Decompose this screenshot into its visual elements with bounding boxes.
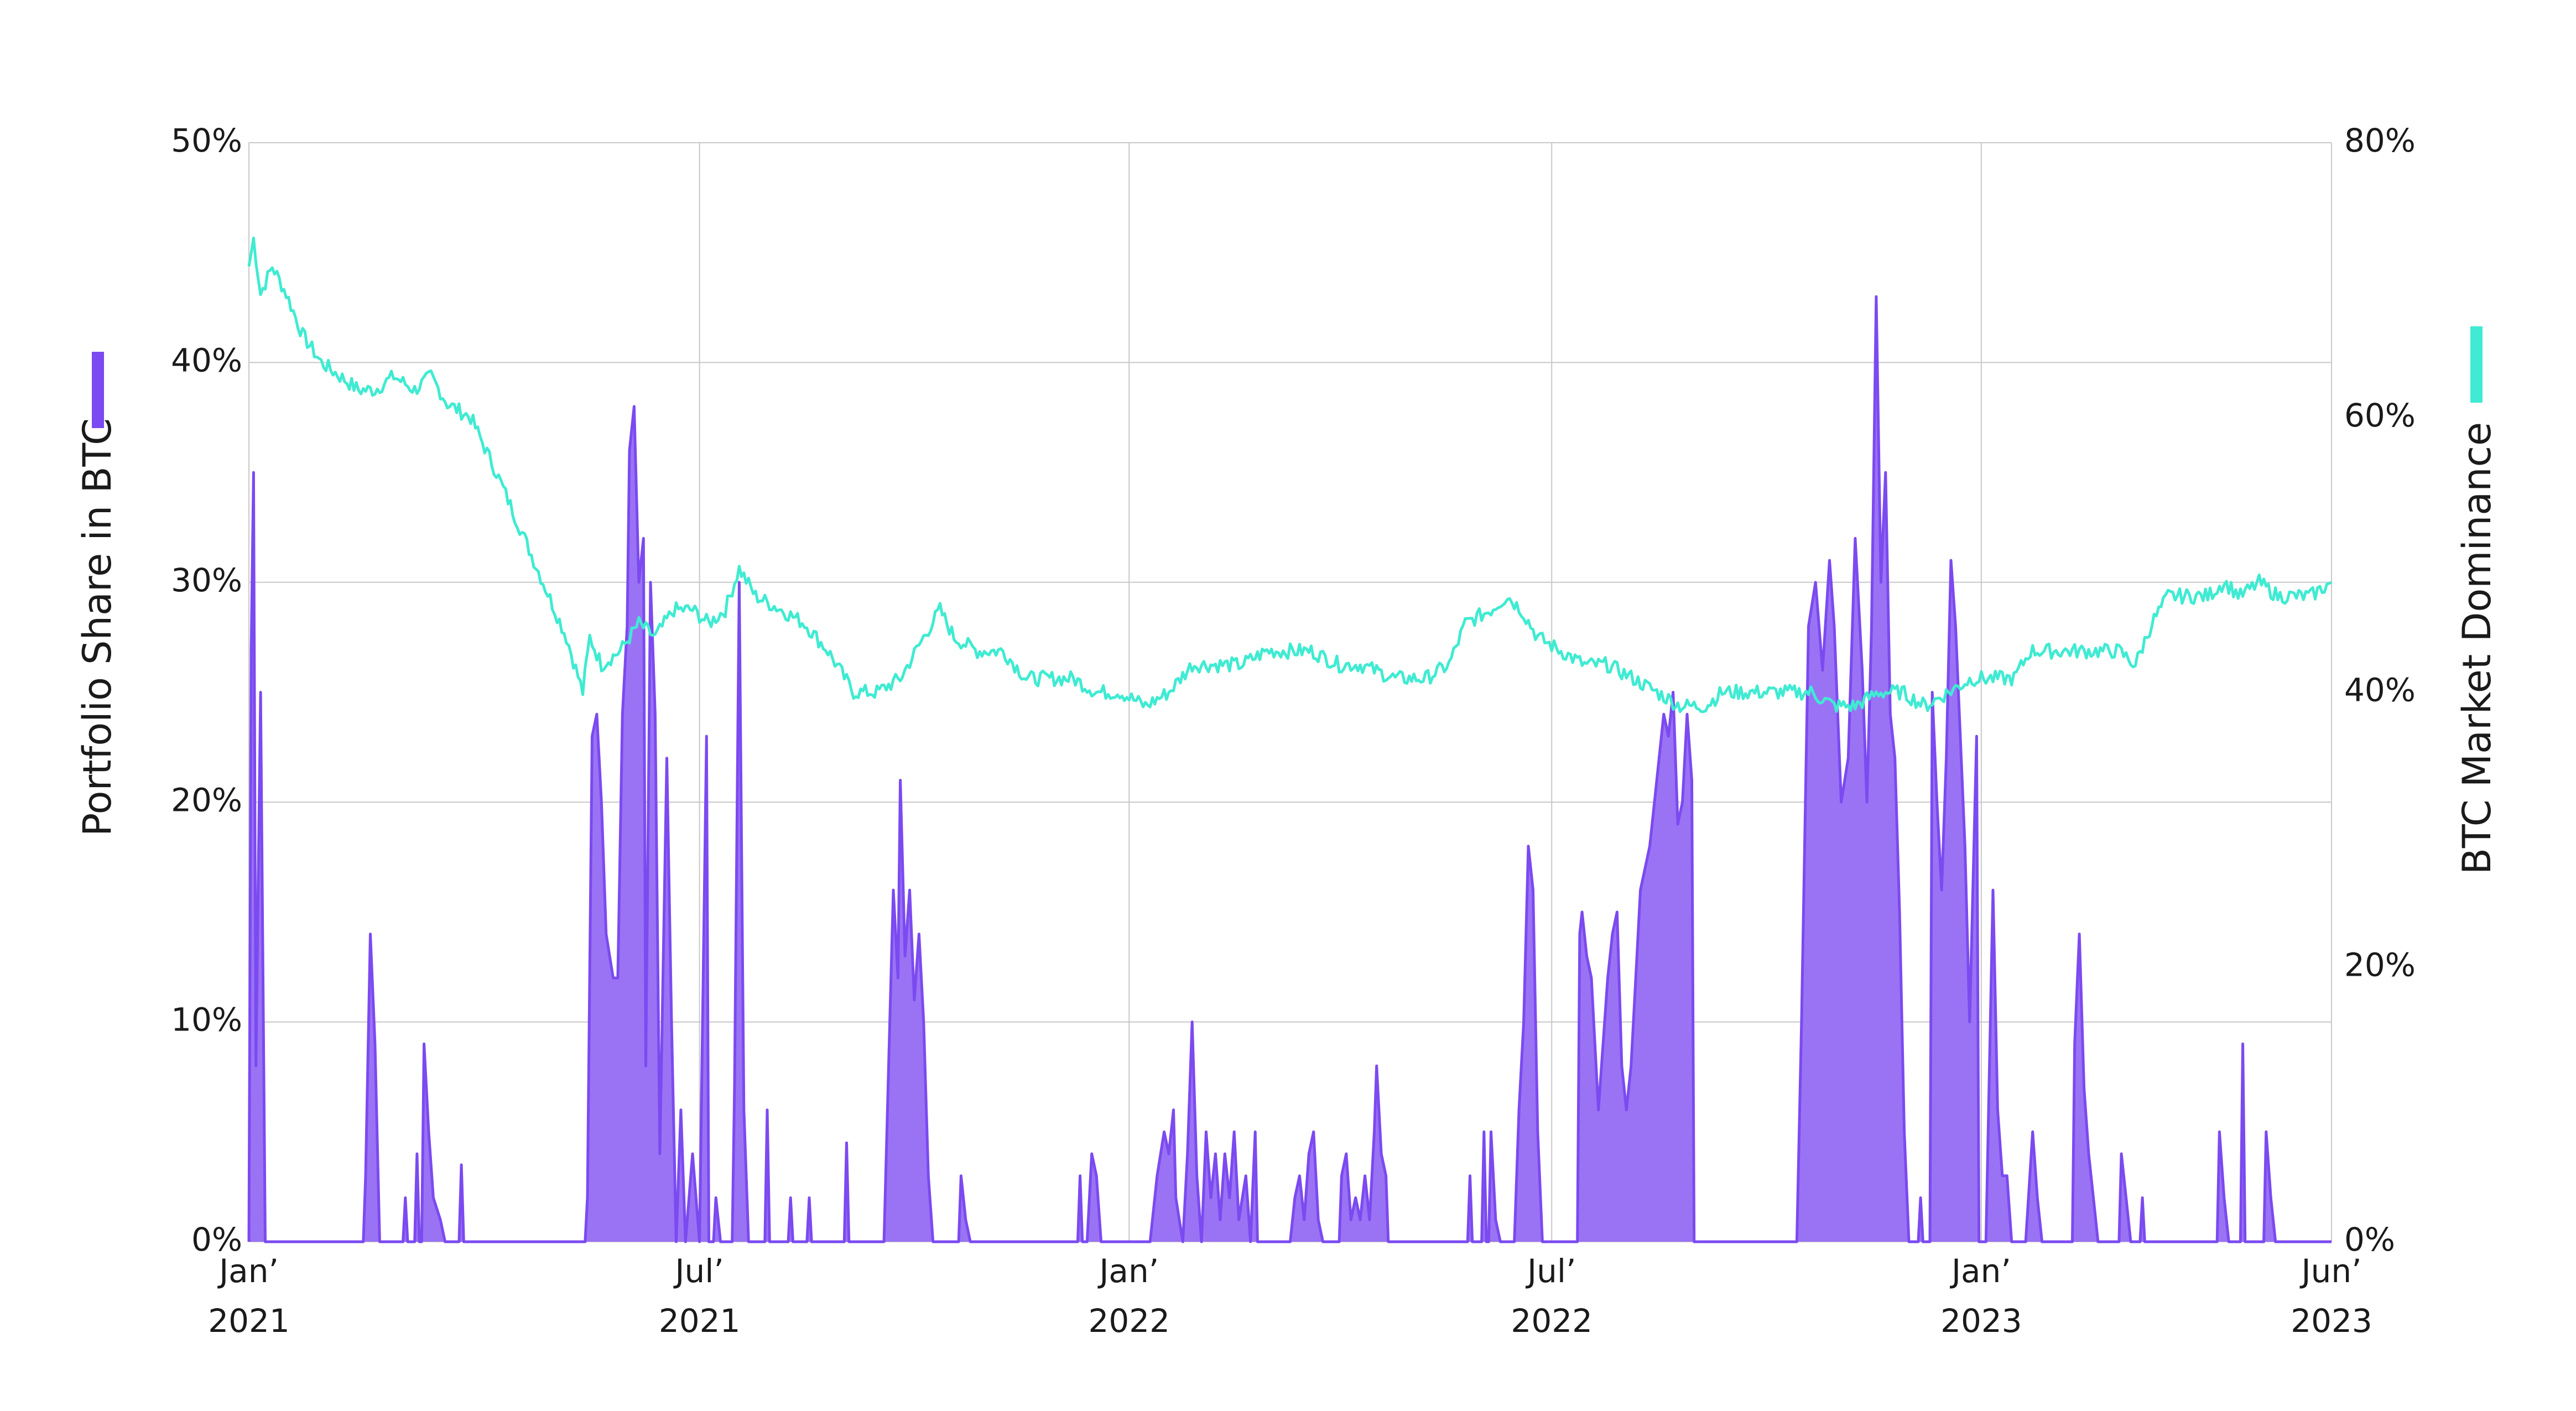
right-tick-label-4: 80% — [2344, 122, 2416, 159]
left-axis-title-group: Portfolio Share in BTC — [75, 352, 120, 836]
x-tick-year-0: 2021 — [208, 1302, 290, 1340]
x-tick-month-1: Jul’ — [673, 1252, 724, 1290]
x-tick-month-5: Jun’ — [2299, 1252, 2361, 1290]
x-tick-month-2: Jan’ — [1097, 1252, 1159, 1290]
x-tick-year-2: 2022 — [1088, 1302, 1170, 1340]
portfolio-share-area — [247, 295, 2332, 1243]
right-axis-title-group: BTC Market Dominance — [2454, 326, 2500, 874]
x-axis-ticks: Jan’ 2021 Jul’ 2021 Jan’ 2022 Jul’ 2022 Jan’ 2023… — [208, 1252, 2372, 1340]
right-tick-label-2: 40% — [2344, 671, 2416, 709]
portfolio-share-fill — [249, 296, 2332, 1242]
x-tick-month-4: Jan’ — [1950, 1252, 2011, 1290]
x-tick-year-5: 2023 — [2291, 1302, 2372, 1340]
left-tick-label-4: 40% — [171, 342, 242, 379]
right-axis-ticks: 0% 20% 40% 60% 80% — [2344, 122, 2416, 1258]
market-dominance-line — [247, 236, 2332, 714]
portfolio-share-outline — [247, 295, 2332, 1243]
left-tick-label-2: 20% — [171, 781, 242, 819]
portfolio-share-swatch — [92, 352, 104, 428]
x-tick-year-4: 2023 — [1940, 1302, 2022, 1340]
left-tick-label-0: 0% — [191, 1221, 242, 1258]
left-tick-label-1: 10% — [171, 1001, 242, 1039]
x-tick-year-3: 2022 — [1511, 1302, 1593, 1340]
left-axis-ticks: 0% 10% 20% 30% 40% 50% — [171, 122, 242, 1258]
left-tick-label-3: 30% — [171, 561, 242, 599]
grid — [248, 142, 2332, 1242]
x-tick-month-0: Jan’ — [217, 1252, 279, 1290]
x-tick-month-3: Jul’ — [1526, 1252, 1576, 1290]
market-dominance-swatch — [2470, 326, 2483, 403]
right-axis-title: BTC Market Dominance — [2454, 422, 2500, 874]
right-tick-label-1: 20% — [2344, 946, 2416, 983]
left-tick-label-5: 50% — [171, 122, 242, 159]
x-tick-year-1: 2021 — [659, 1302, 741, 1340]
right-tick-label-3: 60% — [2344, 397, 2416, 434]
market-dominance-path — [247, 236, 2332, 714]
right-tick-label-0: 0% — [2344, 1221, 2395, 1258]
left-axis-title: Portfolio Share in BTC — [75, 418, 120, 836]
